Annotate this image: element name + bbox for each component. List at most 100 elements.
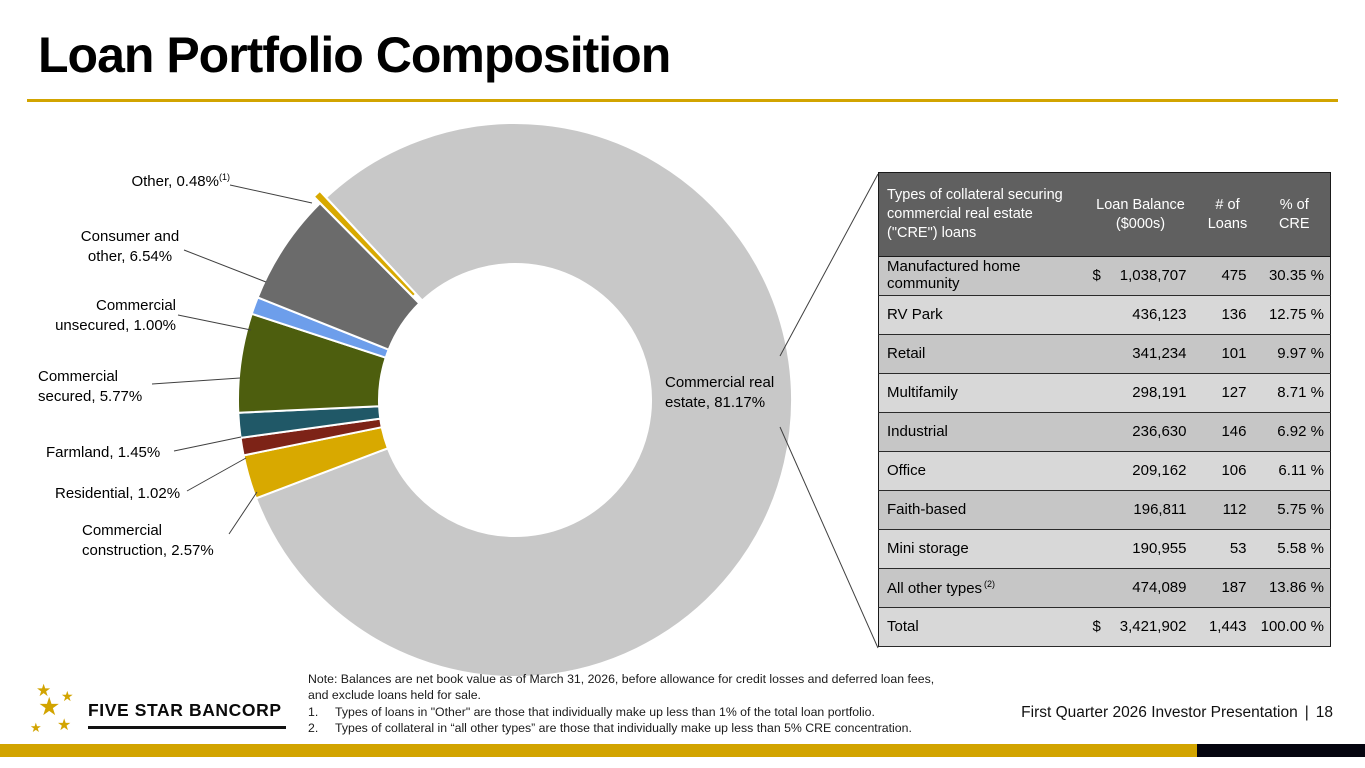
balance-wrap: 190,955 (1093, 539, 1187, 558)
footnote-2: 2. Types of collateral in “all other typ… (308, 721, 953, 737)
dollar-sign: $ (1092, 266, 1101, 284)
balance-wrap: 341,234 (1093, 344, 1187, 363)
table-row: RV Park 436,123 136 12.75 % (878, 295, 1331, 335)
label-residential: Residential, 1.02% (55, 485, 181, 502)
cell-pct-of-cre: 9.97 % (1258, 334, 1331, 374)
cell-pct-of-cre: 12.75 % (1258, 295, 1331, 335)
balance-wrap: 474,089 (1093, 578, 1187, 597)
footnote-2-text: Types of collateral in “all other types”… (335, 720, 912, 735)
header-loan-balance: Loan Balance ($000s) (1084, 172, 1197, 257)
footnote-1-text: Types of loans in "Other" are those that… (335, 704, 875, 719)
balance-value: 298,191 (1132, 383, 1187, 401)
donut-slice-other (312, 189, 418, 299)
label-commercial-unsecured: Commercial unsecured, 1.00% (55, 297, 176, 334)
cell-collateral-type: Mini storage (878, 529, 1085, 569)
header-collateral-type: Types of collateral securing commercial … (878, 172, 1085, 257)
label-farmland: Farmland, 1.45% (46, 444, 161, 461)
table-row: Mini storage 190,955 53 5.58 % (878, 529, 1331, 569)
table-row: Faith-based 196,811 112 5.75 % (878, 490, 1331, 530)
note-text: Note: Balances are net book value as of … (308, 672, 935, 702)
cell-pct-of-cre: 5.58 % (1258, 529, 1331, 569)
balance-value: 196,811 (1133, 500, 1187, 518)
footnote-2-number: 2. (308, 720, 319, 735)
bottom-bar-black-segment (1197, 744, 1365, 757)
table-row: Manufactured home community $1,038,707 475… (878, 256, 1331, 296)
balance-value: 209,162 (1132, 461, 1187, 479)
star-icon: ★ (57, 717, 72, 734)
bottom-accent-bar (0, 744, 1365, 757)
balance-value: 474,089 (1132, 578, 1187, 596)
label-consumer-and-other: Consumer and other, 6.54% (80, 228, 180, 265)
table-header-row: Types of collateral securing commercial … (878, 172, 1331, 257)
presentation-title: First Quarter 2026 Investor Presentation (1021, 704, 1298, 721)
cell-loan-balance: 196,811 (1084, 490, 1197, 530)
cell-loan-balance: 341,234 (1084, 334, 1197, 374)
loan-portfolio-donut-chart (236, 122, 793, 678)
cell-num-loans: 475 (1196, 256, 1259, 296)
balance-wrap: $1,038,707 (1092, 266, 1187, 285)
cell-collateral-type: All other types (2) (878, 568, 1085, 608)
table-row: Retail 341,234 101 9.97 % (878, 334, 1331, 374)
bottom-bar-gold-segment (0, 744, 1198, 757)
cell-num-loans: 136 (1196, 295, 1259, 335)
footnotes-block: Note: Balances are net book value as of … (308, 672, 953, 737)
logo-wordmark: FIVE STAR BANCORP (88, 700, 286, 729)
table-row: All other types (2) 474,089 187 13.86 % (878, 568, 1331, 608)
page-title: Loan Portfolio Composition (38, 27, 671, 83)
footnote-marker: (2) (984, 578, 996, 589)
cell-loan-balance: $1,038,707 (1084, 256, 1197, 296)
balance-value: 341,234 (1132, 344, 1187, 362)
footnote-1-number: 1. (308, 704, 319, 719)
balance-wrap: 196,811 (1093, 500, 1187, 519)
cell-pct-of-cre: 8.71 % (1258, 373, 1331, 413)
cell-num-loans: 146 (1196, 412, 1259, 452)
cell-collateral-type: RV Park (878, 295, 1085, 335)
balance-value: 190,955 (1132, 539, 1187, 557)
label-commercial-construction: Commercial construction, 2.57% (82, 522, 214, 559)
balance-value: 1,038,707 (1119, 266, 1187, 284)
label-other: Other, 0.48%(1) (98, 167, 230, 192)
cell-pct-of-cre: 13.86 % (1258, 568, 1331, 608)
cell-loan-balance: 236,630 (1084, 412, 1197, 452)
table-row: Multifamily 298,191 127 8.71 % (878, 373, 1331, 413)
slide-footer: First Quarter 2026 Investor Presentation… (1021, 704, 1333, 722)
balance-value: 436,123 (1132, 305, 1187, 323)
table-row: Industrial 236,630 146 6.92 % (878, 412, 1331, 452)
cell-loan-balance: 190,955 (1084, 529, 1197, 569)
cell-pct-of-cre: 5.75 % (1258, 490, 1331, 530)
cell-collateral-type: Retail (878, 334, 1085, 374)
cell-num-loans: 187 (1196, 568, 1259, 608)
cell-num-loans: 112 (1196, 490, 1259, 530)
table-row: Office 209,162 106 6.11 % (878, 451, 1331, 491)
donut-slice-commercial-real-estate (254, 122, 793, 678)
cell-collateral-type: Manufactured home community (878, 256, 1085, 296)
balance-wrap: 436,123 (1093, 305, 1187, 324)
cell-num-loans: 53 (1196, 529, 1259, 569)
cell-pct-of-cre: 6.92 % (1258, 412, 1331, 452)
label-commercial-secured: Commercial secured, 5.77% (38, 368, 143, 405)
footnote-1: 1. Types of loans in "Other" are those t… (308, 705, 953, 721)
label-commercial-real-estate: Commercial real estate, 81.17% (665, 374, 775, 411)
title-underline-rule (27, 99, 1338, 102)
leader-line-secured (151, 377, 241, 385)
balance-value: 236,630 (1132, 422, 1187, 440)
balance-wrap: 236,630 (1093, 422, 1187, 441)
star-icon: ★ (36, 681, 52, 700)
balance-wrap: 298,191 (1093, 383, 1187, 402)
table-row: Total $3,421,902 1,443 100.00 % (878, 607, 1331, 647)
star-icon: ★ (38, 693, 61, 721)
cell-collateral-type: Multifamily (878, 373, 1085, 413)
cell-num-loans: 1,443 (1196, 607, 1259, 647)
cell-pct-of-cre: 6.11 % (1258, 451, 1331, 491)
header-num-loans: # of Loans (1196, 172, 1259, 257)
cell-pct-of-cre: 100.00 % (1258, 607, 1331, 647)
cell-loan-balance: $3,421,902 (1084, 607, 1197, 647)
header-pct-of-cre: % of CRE (1258, 172, 1331, 257)
cell-loan-balance: 298,191 (1084, 373, 1197, 413)
label-other-text: Other, 0.48% (131, 173, 219, 190)
cell-pct-of-cre: 30.35 % (1258, 256, 1331, 296)
balance-wrap: $3,421,902 (1093, 618, 1187, 636)
balance-wrap: 209,162 (1093, 461, 1187, 480)
label-other-footnote-marker: (1) (219, 172, 230, 182)
star-icon: ★ (30, 720, 42, 735)
